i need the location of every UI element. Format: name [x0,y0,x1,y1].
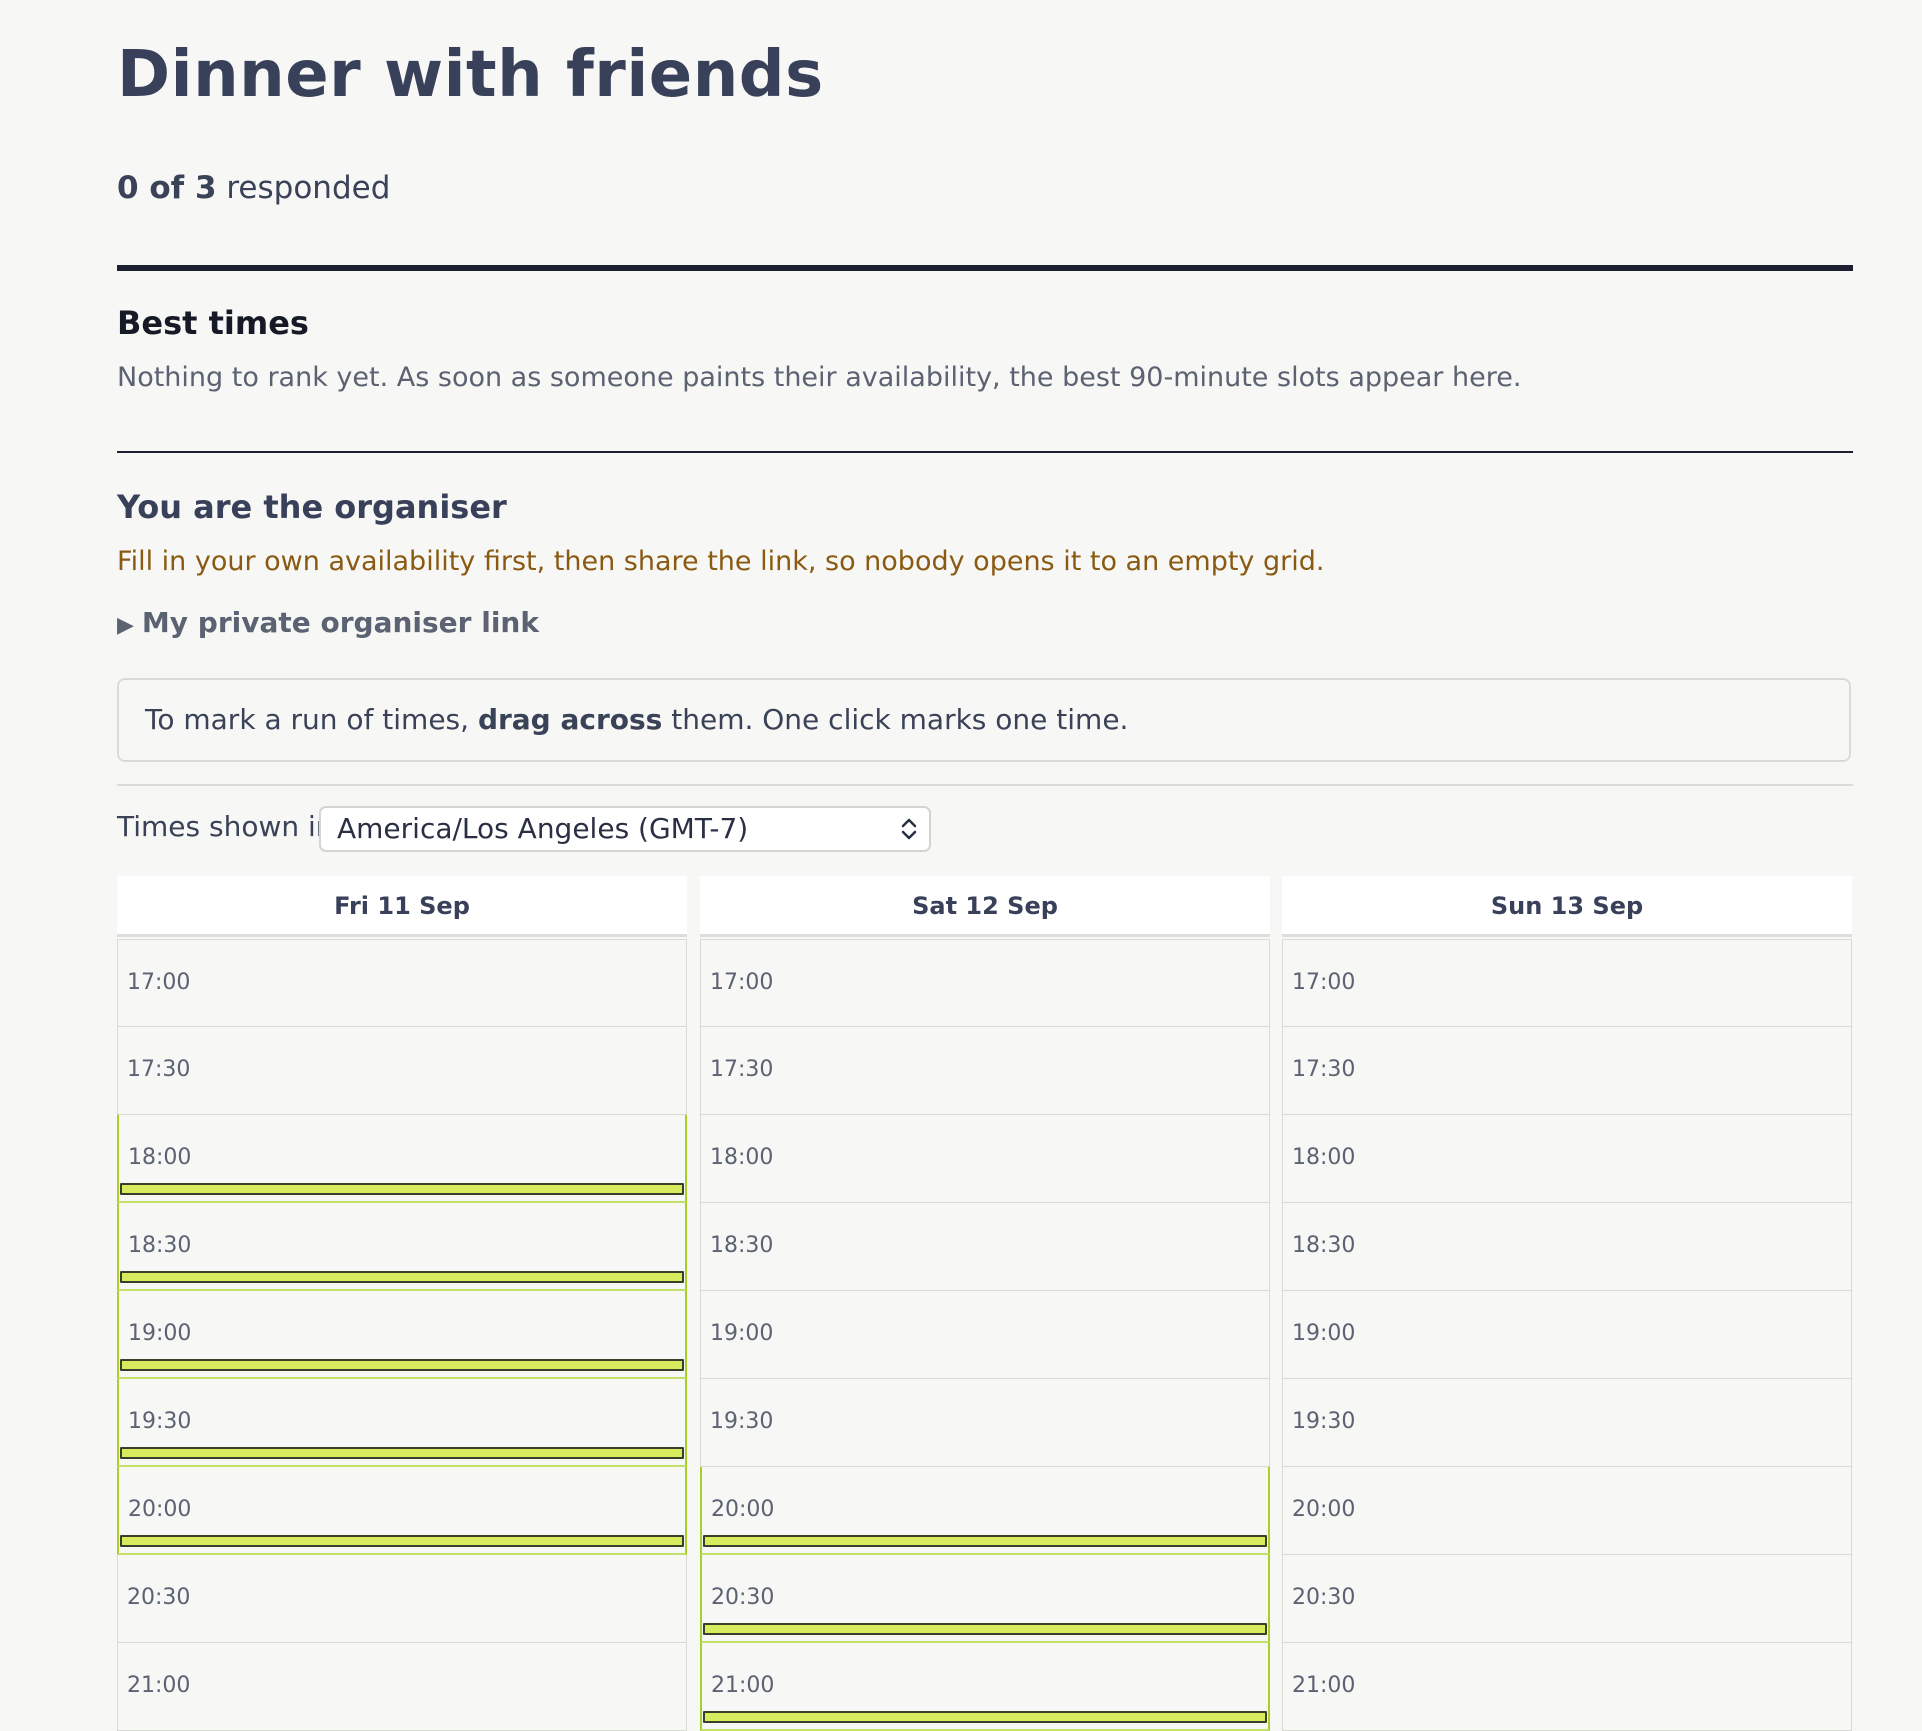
time-slot-label: 19:00 [710,1321,774,1346]
time-slot-label: 18:00 [710,1145,774,1170]
best-times-description: Nothing to rank yet. As soon as someone … [117,362,1522,393]
time-slot-label: 18:30 [710,1233,774,1258]
select-chevron-icon [901,818,917,840]
time-slot[interactable]: 21:00 [1282,1643,1852,1731]
time-slot-label: 17:30 [710,1057,774,1082]
time-slot-label: 17:00 [127,970,191,995]
time-slot-label: 19:30 [1292,1409,1356,1434]
availability-marker [703,1535,1267,1547]
time-slot-label: 20:00 [128,1497,192,1522]
time-slot[interactable]: 19:30 [117,1379,687,1467]
time-slot[interactable]: 20:30 [700,1555,1270,1643]
best-times-heading: Best times [117,304,309,342]
time-slot[interactable]: 17:00 [117,939,687,1027]
time-slot[interactable]: 18:30 [1282,1203,1852,1291]
time-slot-label: 20:30 [711,1585,775,1610]
time-slot[interactable]: 20:00 [700,1467,1270,1555]
time-slot-label: 21:00 [711,1673,775,1698]
time-slot[interactable]: 19:00 [117,1291,687,1379]
time-slot[interactable]: 20:00 [1282,1467,1852,1555]
time-slot[interactable]: 17:00 [1282,939,1852,1027]
tip-suffix: them. One click marks one time. [662,703,1129,736]
availability-marker [120,1535,684,1547]
time-slot-label: 19:30 [128,1409,192,1434]
private-link-label: My private organiser link [141,606,539,639]
responded-count: 0 of 3 [117,170,217,206]
time-slot-label: 18:00 [128,1145,192,1170]
availability-marker [703,1711,1267,1723]
day-column: Fri 11 Sep 17:00 17:30 18:00 18:30 19:00 19:30… [117,876,687,1731]
time-slot-label: 18:30 [128,1233,192,1258]
divider [117,784,1853,786]
time-slot[interactable]: 18:00 [1282,1115,1852,1203]
tip-emphasis: drag across [477,703,663,736]
time-slot[interactable]: 21:00 [700,1643,1270,1731]
time-slot-label: 19:00 [128,1321,192,1346]
availability-marker [120,1447,684,1459]
time-slot[interactable]: 19:00 [700,1291,1270,1379]
responded-status: 0 of 3 responded [117,170,390,206]
day-header: Sun 13 Sep [1282,876,1852,937]
private-link-toggle[interactable]: ▶ My private organiser link [117,606,539,639]
disclosure-triangle-icon: ▶ [117,613,134,638]
time-slot-label: 20:00 [711,1497,775,1522]
organiser-heading: You are the organiser [117,488,507,526]
time-slot-label: 19:00 [1292,1321,1356,1346]
time-slot-label: 18:00 [1292,1145,1356,1170]
time-slot[interactable]: 19:30 [700,1379,1270,1467]
time-slot[interactable]: 17:30 [700,1027,1270,1115]
availability-marker [703,1623,1267,1635]
organiser-warning: Fill in your own availability first, the… [117,546,1325,577]
time-slot[interactable]: 18:30 [117,1203,687,1291]
time-slot-label: 17:30 [1292,1057,1356,1082]
time-slot[interactable]: 17:00 [700,939,1270,1027]
day-column: Sun 13 Sep 17:00 17:30 18:00 18:30 19:00 19:30… [1282,876,1852,1731]
responded-suffix: responded [216,170,391,206]
time-slot-label: 17:30 [127,1057,191,1082]
day-header: Fri 11 Sep [117,876,687,937]
time-slot[interactable]: 18:00 [117,1115,687,1203]
section-divider [117,451,1853,453]
tip-prefix: To mark a run of times, [145,703,478,736]
section-divider [117,265,1853,271]
drag-tip: To mark a run of times, drag across them… [117,678,1851,762]
page-title: Dinner with friends [117,38,824,112]
time-slot[interactable]: 18:00 [700,1115,1270,1203]
timezone-selected-value: America/Los Angeles (GMT-7) [337,812,749,845]
time-slot[interactable]: 20:30 [117,1555,687,1643]
time-slot[interactable]: 17:30 [1282,1027,1852,1115]
day-header: Sat 12 Sep [700,876,1270,937]
time-slot[interactable]: 19:30 [1282,1379,1852,1467]
time-slot-label: 17:00 [710,970,774,995]
time-slot-label: 17:00 [1292,970,1356,995]
time-slot-label: 20:30 [127,1585,191,1610]
time-slot[interactable]: 21:00 [117,1643,687,1731]
time-slot[interactable]: 19:00 [1282,1291,1852,1379]
time-slot-label: 20:30 [1292,1585,1356,1610]
time-slot[interactable]: 17:30 [117,1027,687,1115]
availability-marker [120,1359,684,1371]
time-slot-label: 21:00 [1292,1673,1356,1698]
time-slot[interactable]: 20:30 [1282,1555,1852,1643]
timezone-select[interactable]: America/Los Angeles (GMT-7) [319,806,931,852]
availability-marker [120,1271,684,1283]
availability-marker [120,1183,684,1195]
time-slot-label: 20:00 [1292,1497,1356,1522]
day-column: Sat 12 Sep 17:00 17:30 18:00 18:30 19:00 19:30… [700,876,1270,1731]
time-slot[interactable]: 18:30 [700,1203,1270,1291]
time-slot-label: 19:30 [710,1409,774,1434]
time-slot-label: 18:30 [1292,1233,1356,1258]
timezone-label: Times shown in [117,810,334,843]
time-slot[interactable]: 20:00 [117,1467,687,1555]
time-slot-label: 21:00 [127,1673,191,1698]
